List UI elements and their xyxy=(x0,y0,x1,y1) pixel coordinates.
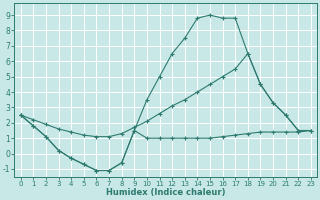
X-axis label: Humidex (Indice chaleur): Humidex (Indice chaleur) xyxy=(106,188,226,197)
